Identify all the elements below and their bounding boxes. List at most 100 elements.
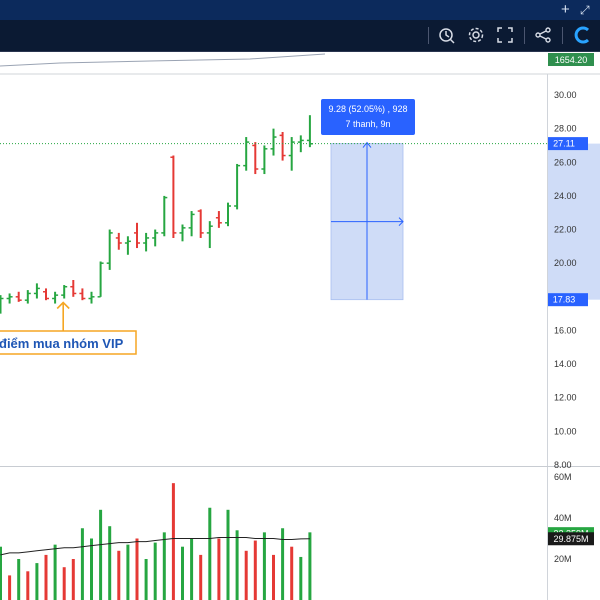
measure-tooltip-box	[321, 99, 415, 135]
price-bar	[79, 288, 86, 301]
price-tick-label: 24.00	[554, 191, 577, 201]
price-bar	[234, 163, 241, 210]
volume-bar	[299, 556, 303, 600]
measure-arrow-head	[398, 217, 404, 226]
window-title-bar: + ⤢	[0, 0, 600, 20]
toolbar-separator	[562, 27, 563, 44]
price-tick-label: 26.00	[554, 157, 577, 167]
measure-tooltip-line2: 7 thanh, 9n	[345, 119, 390, 129]
callout-box	[0, 330, 137, 355]
price-bar	[6, 293, 13, 304]
volume-bar	[0, 546, 2, 600]
volume-bar	[62, 567, 66, 600]
volume-bar	[235, 530, 239, 600]
price-bar	[188, 211, 195, 237]
price-bar	[0, 295, 4, 314]
price-bar	[170, 155, 177, 238]
measure-low-badge	[548, 293, 588, 307]
volume-tick-label: 20M	[554, 554, 572, 564]
volume-bar	[308, 532, 312, 600]
volume-bar	[35, 563, 39, 600]
price-bar	[279, 132, 286, 161]
price-tick-label: 20.00	[554, 258, 577, 268]
callout-arrow	[56, 301, 70, 331]
price-bar	[143, 232, 150, 252]
price-bar	[243, 137, 250, 171]
price-bar	[43, 288, 49, 301]
measure-axis-highlight	[548, 143, 600, 300]
settings-gear-icon[interactable]	[467, 26, 485, 44]
volume-bar	[171, 483, 175, 600]
volume-bar	[208, 507, 212, 600]
volume-bar	[26, 571, 30, 600]
price-bar	[88, 291, 95, 304]
price-tick-label: 16.00	[554, 325, 577, 335]
callout-text: điểm mua nhóm VIP	[0, 336, 124, 351]
navigator-value-label: 1654.20	[555, 55, 588, 65]
price-bar	[161, 195, 168, 237]
navigator-line	[0, 53, 326, 67]
alert-clock-icon[interactable]	[438, 26, 456, 44]
volume-tick-label: 60M	[554, 472, 572, 482]
price-tick-label: 22.00	[554, 225, 577, 235]
volume-bar	[80, 528, 84, 600]
volume-bar	[117, 550, 121, 600]
price-bar	[288, 137, 295, 171]
volume-bar	[226, 509, 230, 600]
volume-tick-label: 40M	[554, 513, 572, 523]
volume-bar	[262, 532, 266, 600]
price-bar	[215, 211, 222, 228]
share-icon[interactable]	[534, 26, 552, 44]
price-bar	[115, 232, 122, 250]
price-tick-label: 28.00	[554, 124, 577, 134]
volume-bar	[99, 509, 103, 600]
volume-bar	[144, 559, 148, 600]
price-bar	[261, 145, 268, 175]
price-bar	[134, 222, 140, 249]
measure-tooltip: 9.28 (52.05%) , 928 7 thanh, 9n	[321, 99, 415, 135]
price-bar	[179, 224, 186, 242]
measure-low-label: 17.83	[553, 295, 576, 305]
navigator-strip[interactable]	[0, 52, 548, 72]
navigator-value-badge	[548, 53, 594, 66]
expand-arrows-icon[interactable]: ⤢	[580, 3, 590, 17]
volume-bar	[244, 550, 248, 600]
price-bar	[152, 229, 159, 247]
volume-ma-badge	[548, 532, 594, 546]
measure-arrow-head	[362, 141, 372, 148]
price-tick-label: 12.00	[554, 393, 577, 403]
price-bar	[15, 291, 22, 302]
price-bar	[97, 261, 104, 298]
fullscreen-icon[interactable]	[496, 26, 514, 44]
plus-icon[interactable]: +	[561, 1, 570, 18]
volume-bar	[199, 554, 203, 600]
volume-bar	[217, 538, 221, 600]
last-price-badge	[548, 137, 588, 151]
price-bar	[225, 202, 231, 227]
volume-bar	[162, 532, 166, 600]
price-tick-label: 10.00	[554, 426, 577, 436]
volume-bar	[8, 575, 12, 600]
price-tick-label: 30.00	[554, 90, 577, 100]
volume-bar	[181, 546, 184, 600]
measure-tooltip-line1: 9.28 (52.05%) , 928	[328, 104, 407, 114]
price-bar	[252, 142, 259, 175]
price-bar	[270, 128, 277, 156]
logo-c-icon[interactable]	[574, 26, 592, 44]
volume-bar	[290, 546, 294, 600]
price-tick-label: 14.00	[554, 359, 577, 369]
volume-ma-line	[0, 536, 310, 556]
last-price-label: 27.11	[553, 139, 575, 149]
volume-ma-label: 29.875M	[553, 534, 588, 544]
volume-bar	[153, 542, 157, 600]
price-bar	[306, 115, 313, 148]
price-tick-label: 8.00	[554, 460, 572, 470]
volume-bar	[108, 526, 112, 600]
chart-toolbar	[0, 20, 600, 52]
volume-bar	[53, 544, 57, 600]
vip-buy-callout[interactable]: điểm mua nhóm VIP	[0, 301, 137, 355]
price-bar	[70, 280, 77, 297]
volume-bar	[17, 559, 21, 600]
price-bar	[33, 283, 40, 299]
